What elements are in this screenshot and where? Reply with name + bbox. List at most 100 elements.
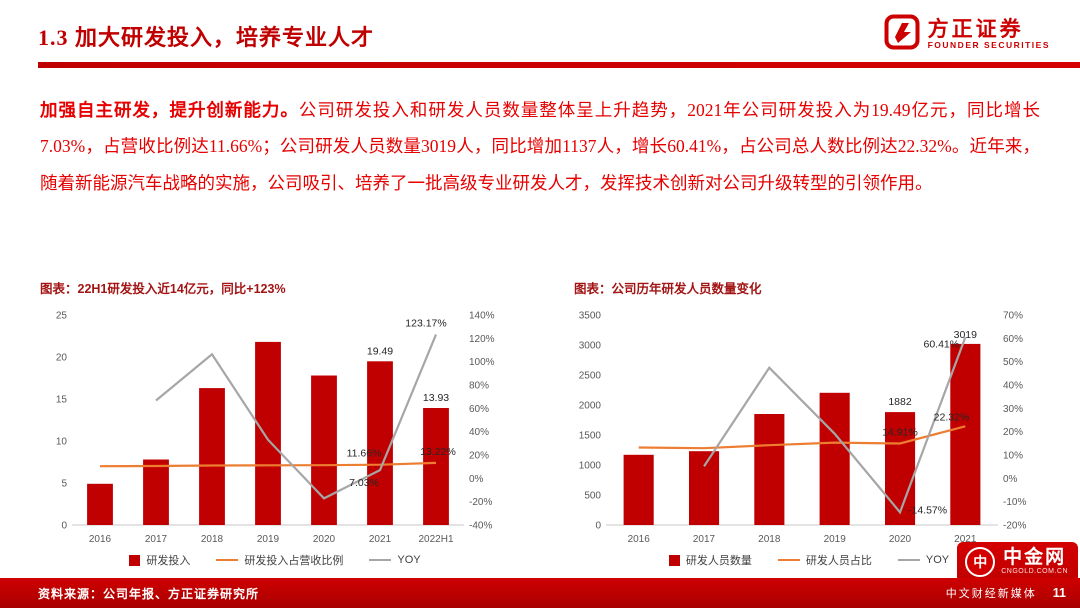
source-note: 资料来源：公司年报、方正证券研究所 — [38, 586, 260, 601]
bar — [199, 388, 225, 525]
svg-text:2020: 2020 — [313, 534, 336, 545]
legend-label: YOY — [397, 554, 421, 566]
svg-text:40%: 40% — [1003, 381, 1023, 392]
svg-text:2018: 2018 — [758, 534, 781, 545]
svg-text:2022H1: 2022H1 — [418, 534, 453, 545]
data-label: 13.22% — [420, 446, 456, 458]
body-paragraph-lead: 加强自主研发，提升创新能力。 — [40, 100, 299, 120]
data-label: 3019 — [954, 329, 978, 341]
svg-text:20%: 20% — [1003, 427, 1023, 438]
svg-text:100%: 100% — [469, 357, 495, 368]
svg-text:2000: 2000 — [579, 401, 602, 412]
svg-text:70%: 70% — [1003, 311, 1023, 322]
brand-name: 方正证券 — [927, 17, 1024, 42]
left-chart: 图表：22H1研发投入近14亿元，同比+123% 0 5 10 15 20 25 -40% -… — [40, 278, 510, 568]
bar — [754, 414, 785, 525]
legend-swatch — [369, 558, 392, 562]
svg-text:80%: 80% — [469, 381, 489, 392]
bar — [423, 408, 449, 525]
bar — [689, 451, 720, 525]
page-title: 1.3 加大研发投入，培养专业人才 — [38, 25, 375, 50]
bar — [311, 375, 337, 525]
legend-label: 研发投入占营收比例 — [244, 555, 344, 567]
charts-row: 图表：22H1研发投入近14亿元，同比+123% 0 5 10 15 20 25 -40% -… — [40, 278, 1044, 568]
data-label: 13.93 — [423, 392, 449, 404]
svg-text:0%: 0% — [1003, 474, 1018, 485]
data-label: 60.41% — [923, 338, 959, 350]
right-chart-caption: 图表：公司历年研发人员数量变化 — [574, 282, 762, 296]
bar — [623, 454, 654, 525]
svg-text:1000: 1000 — [579, 461, 602, 472]
right-chart: 图表：公司历年研发人员数量变化 0 500 1000 1500 2000 2500 3000… — [574, 278, 1044, 568]
left-chart-caption: 图表：22H1研发投入近14亿元，同比+123% — [40, 282, 286, 296]
legend-label: 研发投入 — [146, 555, 191, 567]
legend-item: 研发投入 — [129, 552, 190, 568]
line-series — [155, 334, 438, 500]
data-label: 123.17% — [405, 318, 446, 330]
line-series — [638, 425, 966, 450]
bar — [255, 341, 281, 525]
cngold-logo-text: 中金网 — [1003, 547, 1067, 569]
svg-text:0: 0 — [61, 521, 67, 532]
svg-text:2020: 2020 — [889, 534, 912, 545]
legend-swatch — [129, 554, 141, 566]
title-divider — [38, 62, 1080, 68]
svg-text:20: 20 — [56, 353, 68, 364]
svg-text:-10%: -10% — [1003, 497, 1026, 508]
svg-text:5: 5 — [61, 479, 67, 490]
svg-text:20%: 20% — [469, 451, 489, 462]
data-label: 22.32% — [934, 411, 970, 423]
svg-text:2017: 2017 — [145, 534, 168, 545]
svg-text:2019: 2019 — [257, 534, 280, 545]
svg-text:15: 15 — [56, 395, 68, 406]
legend-label: 研发人员占比 — [805, 555, 872, 567]
svg-text:25: 25 — [56, 311, 68, 322]
legend-swatch — [777, 558, 800, 562]
legend-swatch — [668, 554, 680, 566]
data-label: 1882 — [888, 396, 912, 408]
svg-text:-20%: -20% — [1003, 521, 1026, 532]
svg-text:30%: 30% — [1003, 404, 1023, 415]
cngold-logo-icon: 中 — [965, 547, 996, 577]
bar — [143, 459, 169, 525]
svg-text:2016: 2016 — [89, 534, 112, 545]
brand-subtitle: FOUNDER SECURITIES — [927, 40, 1050, 51]
legend-swatch — [897, 558, 920, 562]
right-chart-legend: 研发人员数量 研发人员占比 YOY — [574, 552, 1044, 568]
svg-text:2021: 2021 — [369, 534, 392, 545]
svg-text:0: 0 — [595, 521, 601, 532]
svg-text:2016: 2016 — [628, 534, 651, 545]
data-label: -14.57% — [908, 504, 947, 516]
cngold-watermark: 中 中金网 CNGOLD.COM.CN — [957, 542, 1078, 581]
data-label: 11.66% — [347, 448, 382, 460]
svg-text:2500: 2500 — [579, 371, 602, 382]
svg-text:40%: 40% — [469, 427, 489, 438]
legend-item: 研发人员占比 — [777, 552, 872, 568]
legend-label: YOY — [925, 554, 950, 566]
bar — [367, 361, 393, 525]
bar — [87, 483, 113, 525]
svg-text:10%: 10% — [1003, 451, 1023, 462]
legend-label: 研发人员数量 — [685, 555, 752, 567]
svg-text:2021: 2021 — [954, 534, 977, 545]
footer-tagline: 中文财经新媒体 — [945, 588, 1037, 600]
svg-text:60%: 60% — [469, 404, 489, 415]
svg-text:500: 500 — [584, 491, 601, 502]
legend-item: YOY — [369, 554, 421, 566]
left-chart-legend: 研发投入 研发投入占营收比例 YOY — [40, 552, 510, 568]
svg-text:140%: 140% — [469, 311, 495, 322]
founder-securities-logo: 方正证券 FOUNDER SECURITIES — [884, 14, 1050, 55]
legend-item: 研发投入占营收比例 — [216, 552, 343, 568]
legend-item: YOY — [897, 554, 950, 566]
svg-text:10: 10 — [56, 437, 68, 448]
line-series — [99, 461, 437, 468]
body-paragraph-text: 公司研发投入和研发人员数量整体呈上升趋势，2021年公司研发投入为19.49亿元… — [40, 100, 1041, 193]
page-number: 11 — [1052, 586, 1066, 600]
founder-securities-logo-icon — [884, 14, 920, 55]
svg-text:120%: 120% — [469, 334, 495, 345]
svg-text:-40%: -40% — [469, 521, 492, 532]
svg-text:50%: 50% — [1003, 357, 1023, 368]
bar — [950, 343, 981, 525]
svg-text:-20%: -20% — [469, 497, 492, 508]
bar — [819, 392, 850, 525]
